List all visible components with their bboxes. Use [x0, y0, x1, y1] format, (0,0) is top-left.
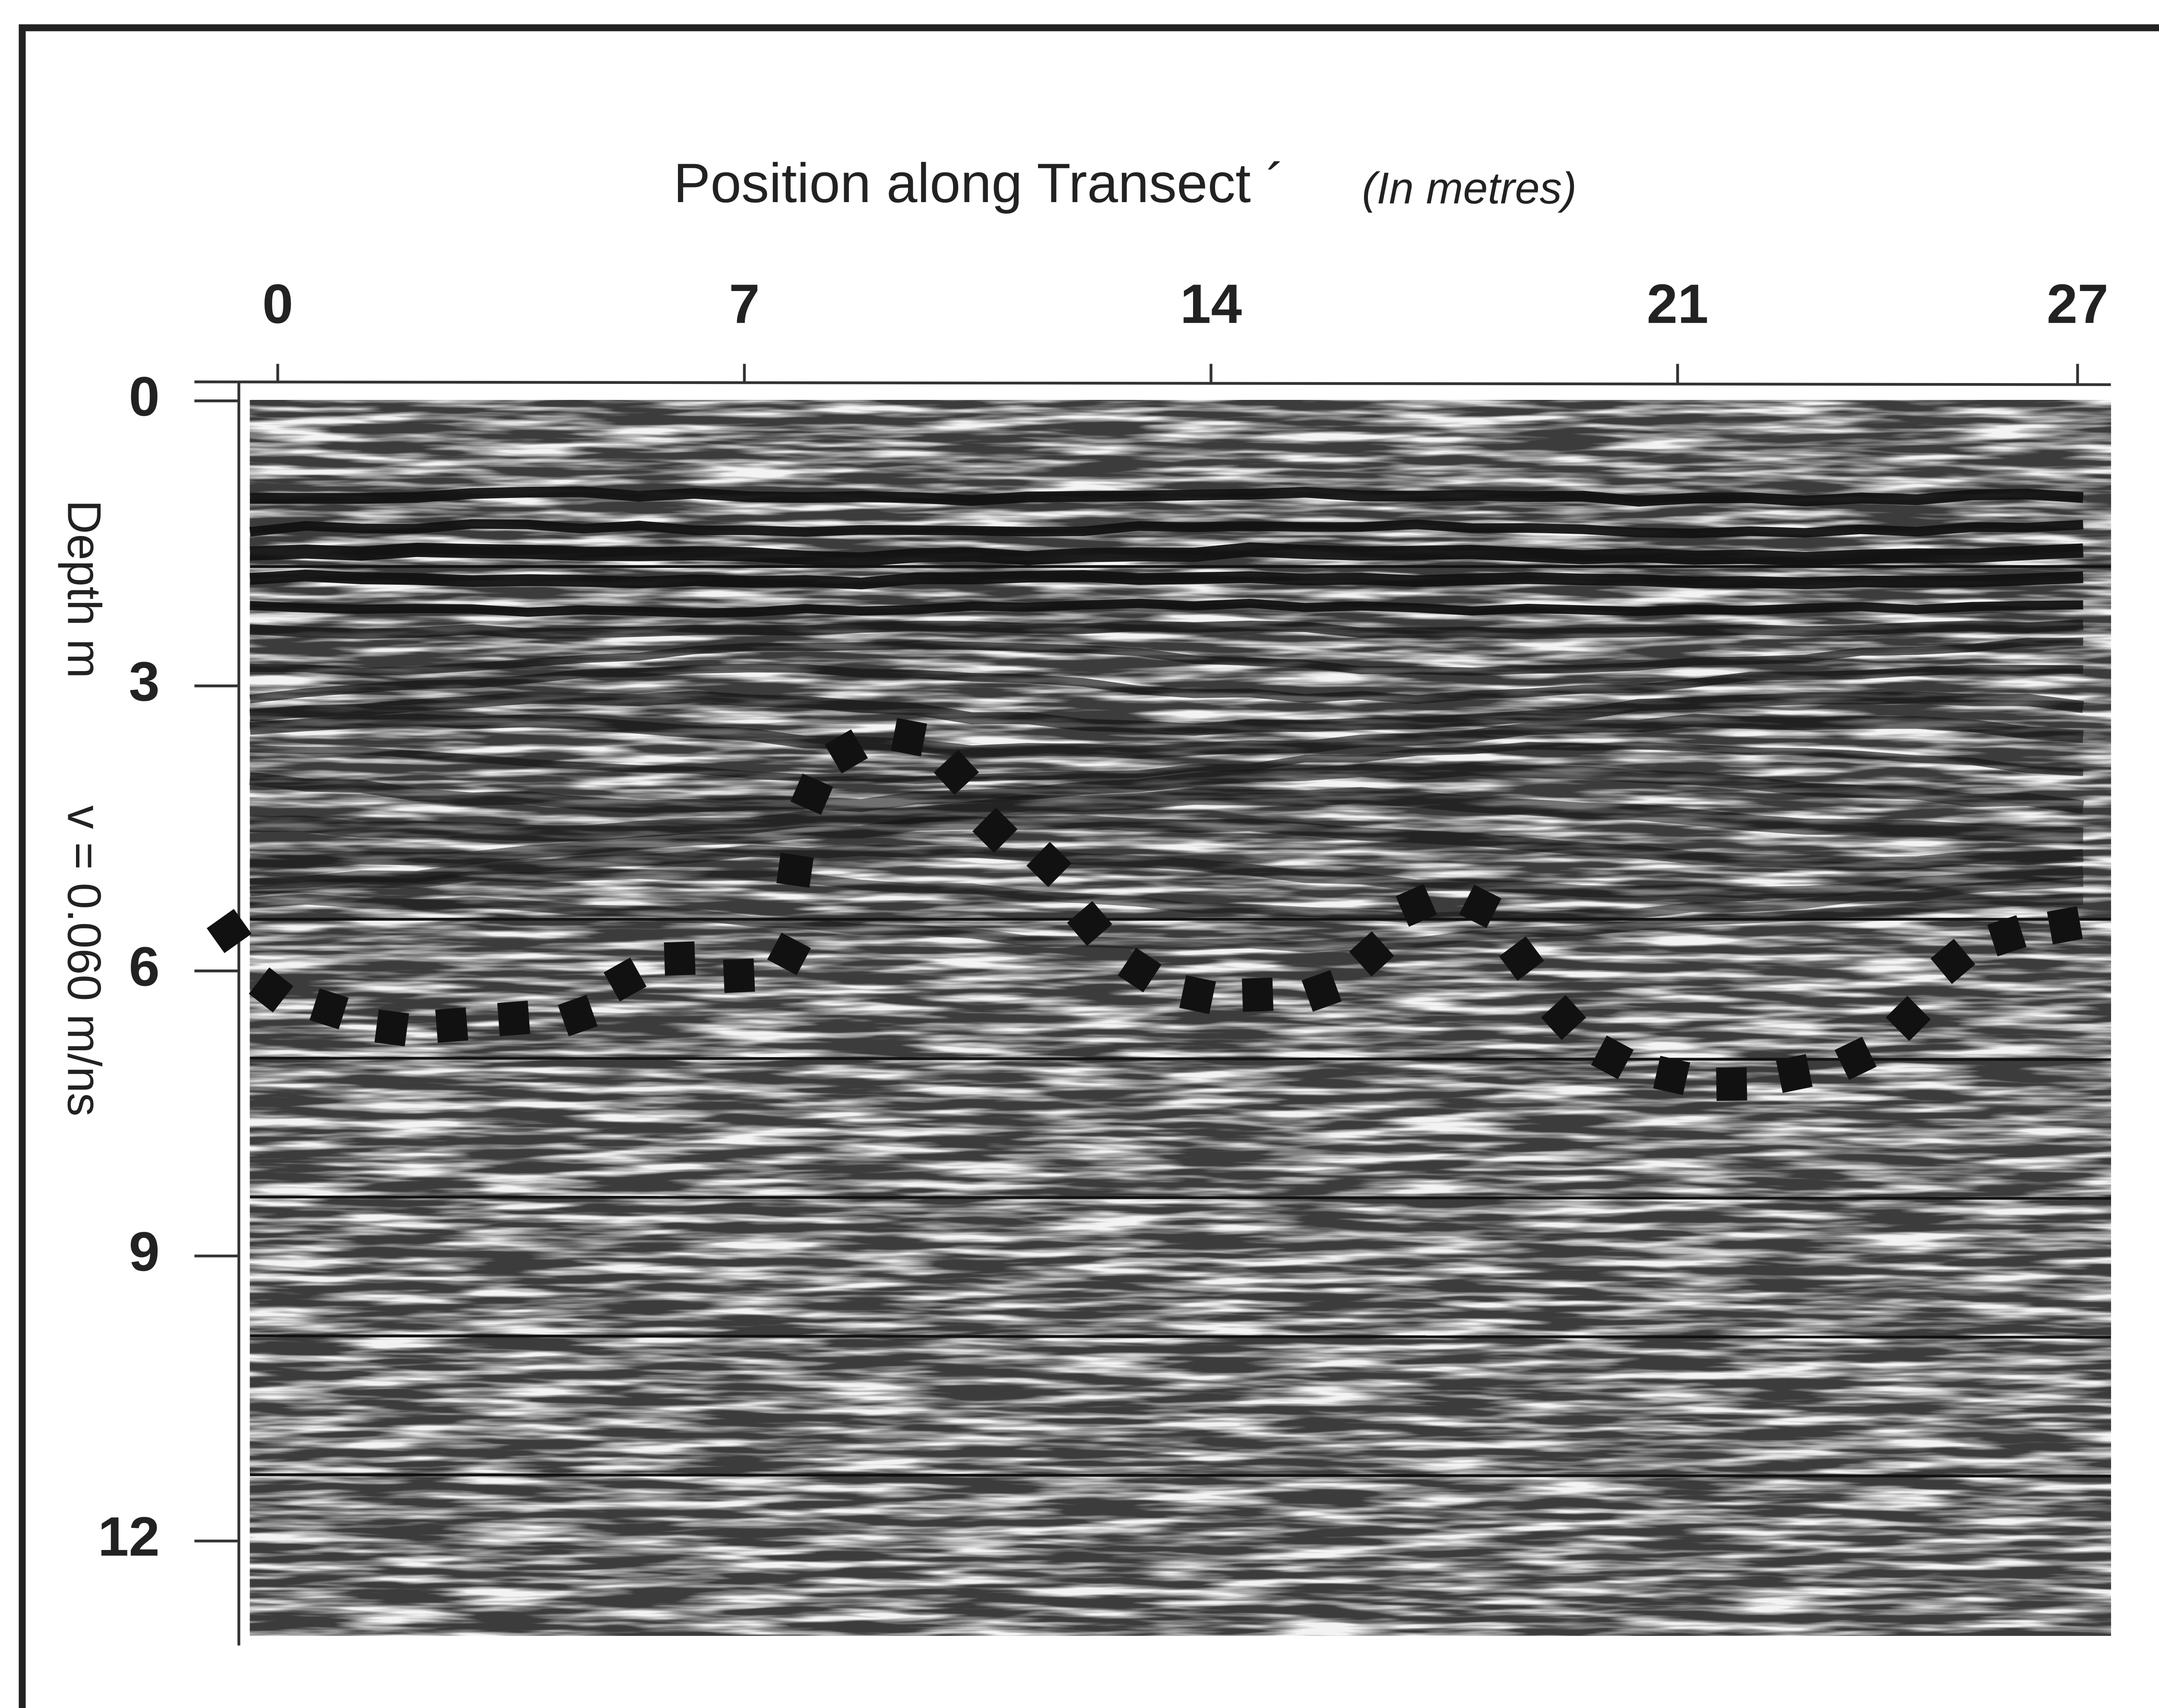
radargram — [250, 400, 2111, 1636]
picked-point — [723, 958, 755, 993]
y-tick-label: 9 — [129, 1221, 160, 1283]
picked-point — [435, 1007, 469, 1043]
x-tick-label: 27 — [2047, 273, 2108, 335]
layer-line — [250, 1058, 2111, 1059]
y-tick-label: 6 — [129, 936, 160, 998]
layer-line — [250, 1197, 2111, 1198]
y-tick-label: 12 — [98, 1506, 160, 1568]
layer-line — [250, 1336, 2111, 1337]
x-axis-unit: (In metres) — [1362, 163, 1577, 213]
y-tick-label: 3 — [129, 651, 160, 713]
x-tick-label: 0 — [262, 273, 293, 335]
picked-point — [1242, 978, 1273, 1012]
x-tick-label: 7 — [729, 273, 760, 335]
picked-point — [891, 718, 927, 757]
velocity-annotation: v = 0.060 m/ns — [58, 805, 111, 1116]
x-tick-label: 21 — [1647, 273, 1709, 335]
chart: Position along Transect ´ (In metres) De… — [0, 0, 2159, 1708]
picked-point — [1716, 1067, 1747, 1101]
picked-point — [776, 853, 814, 888]
layer-line — [250, 1475, 2111, 1476]
picked-point — [497, 1001, 530, 1036]
picked-point — [2047, 906, 2083, 944]
x-tick-label: 14 — [1180, 273, 1242, 335]
x-axis-title: Position along Transect ´ — [674, 152, 1285, 214]
y-tick-label: 0 — [129, 366, 160, 428]
y-axis-title: Depth m — [58, 500, 111, 678]
picked-point — [664, 941, 695, 976]
picked-point — [374, 1009, 409, 1046]
